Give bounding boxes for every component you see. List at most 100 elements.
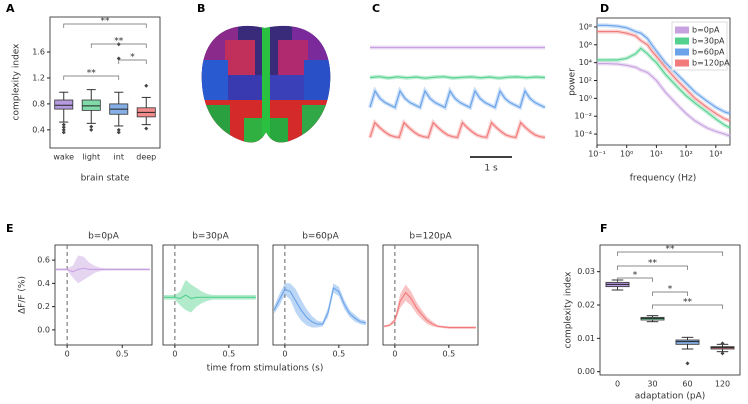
y-tick-label: 0.0 — [37, 325, 50, 334]
error-band — [164, 279, 256, 313]
y-tick-label: 10⁸ — [579, 22, 592, 31]
flier — [685, 361, 690, 366]
significance-bracket — [652, 304, 723, 309]
line — [56, 267, 150, 273]
legend-label: b=30pA — [692, 37, 725, 46]
x-axis-label: brain state — [81, 174, 130, 184]
y-tick-label: 0.4 — [32, 125, 45, 134]
axes-frame — [49, 16, 161, 149]
y-tick-label: 10⁶ — [579, 40, 592, 49]
panel-label: F — [600, 222, 608, 235]
x-tick-label: 10¹ — [650, 150, 663, 159]
y-tick-label: 0.2 — [37, 302, 50, 311]
significance-label: * — [668, 285, 673, 295]
y-tick-label: 10⁻⁴ — [574, 130, 592, 139]
scale-bar-label: 1 s — [484, 164, 498, 174]
panel-label: D — [600, 2, 609, 15]
line — [383, 291, 476, 329]
panel-title: b=120pA — [409, 232, 452, 242]
legend-label: b=120pA — [692, 59, 730, 68]
flier — [116, 127, 121, 132]
axes-frame — [272, 244, 369, 346]
y-tick-label: 10² — [579, 76, 592, 85]
x-axis-label: adaptation (pA) — [635, 392, 706, 402]
y-tick-label: 0.6 — [37, 256, 50, 265]
x-tick-label: 0 — [615, 380, 620, 389]
panel-title: b=30pA — [192, 232, 229, 242]
x-axis-label: time from stimulations (s) — [207, 364, 324, 374]
x-tick-label: 0.5 — [442, 350, 455, 359]
legend-swatch — [675, 59, 689, 67]
significance-bracket — [617, 251, 723, 256]
y-tick-label: 0.8 — [32, 99, 45, 108]
x-tick-label: 60 — [682, 380, 692, 389]
significance-label: ** — [114, 37, 124, 47]
axes-frame — [162, 244, 259, 346]
flier — [61, 125, 66, 130]
y-axis-label: complexity index — [564, 271, 574, 349]
panel-title: b=60pA — [302, 232, 339, 242]
x-tick-label: 120 — [715, 380, 730, 389]
x-tick-label: 10⁻¹ — [588, 150, 606, 159]
x-tick-label: light — [82, 153, 100, 162]
significance-bracket — [63, 75, 120, 80]
x-tick-label: 0 — [282, 350, 287, 359]
x-tick-label: 0.5 — [332, 350, 345, 359]
y-tick-label: 0.03 — [577, 267, 595, 276]
legend-swatch — [675, 37, 689, 45]
box — [675, 339, 700, 345]
x-tick-label: 10³ — [709, 150, 722, 159]
legend-swatch — [675, 26, 689, 34]
flier — [144, 83, 149, 88]
y-axis-label: ΔF/F (%) — [18, 276, 28, 314]
y-tick-label: 1.6 — [32, 48, 45, 57]
box — [54, 99, 74, 110]
significance-bracket — [118, 59, 147, 64]
significance-bracket — [617, 277, 653, 282]
panel-label: E — [6, 222, 14, 235]
y-tick-label: 10⁰ — [579, 94, 592, 103]
flier — [720, 351, 725, 356]
panel-label: B — [197, 2, 205, 15]
trace — [369, 121, 546, 139]
axes-frame — [596, 17, 731, 146]
x-tick-label: deep — [136, 153, 156, 162]
x-axis-label: frequency (Hz) — [630, 174, 697, 184]
flier — [116, 130, 121, 135]
x-tick-label: 0 — [65, 350, 70, 359]
y-axis-label: power — [568, 68, 578, 96]
significance-label: ** — [648, 259, 658, 269]
flier — [720, 341, 725, 346]
panel-label: A — [6, 2, 15, 15]
y-tick-label: 0.00 — [577, 367, 595, 376]
line — [597, 47, 731, 129]
flier — [89, 127, 94, 132]
x-tick-label: 30 — [647, 380, 657, 389]
x-tick-label: 10² — [679, 150, 692, 159]
axes-frame — [599, 244, 741, 376]
significance-bracket — [63, 23, 147, 28]
y-tick-label: 10⁻² — [574, 112, 592, 121]
significance-label: ** — [87, 69, 97, 79]
x-tick-label: 0.5 — [116, 350, 129, 359]
flier — [61, 130, 66, 135]
y-tick-label: 0.4 — [37, 279, 50, 288]
significance-label: ** — [666, 245, 676, 255]
significance-label: * — [633, 271, 638, 281]
error-band — [274, 283, 366, 328]
line — [164, 294, 256, 300]
significance-bracket — [90, 43, 147, 48]
flier — [144, 126, 149, 131]
axes-frame — [54, 244, 153, 346]
legend-label: b=0pA — [692, 26, 720, 35]
significance-label: * — [130, 53, 135, 63]
x-tick-label: int — [114, 153, 124, 162]
line — [597, 24, 731, 115]
line — [597, 62, 731, 137]
significance-label: ** — [101, 17, 111, 27]
panel-label: C — [372, 2, 380, 15]
y-tick-label: 1.2 — [32, 73, 45, 82]
line — [273, 287, 366, 325]
x-tick-label: 0 — [172, 350, 177, 359]
